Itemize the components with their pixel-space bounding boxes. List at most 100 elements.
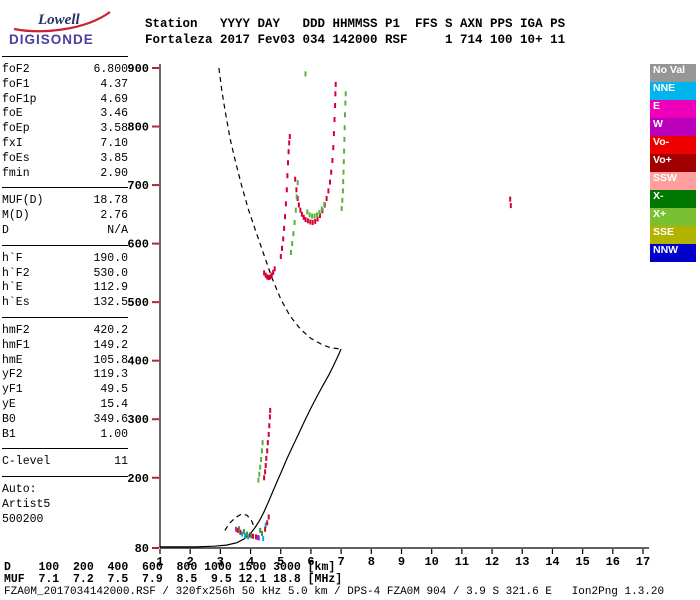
param-value: 11 — [114, 455, 128, 469]
param-value: 6.800 — [93, 63, 128, 76]
param-row: foF2 6.800 — [2, 63, 128, 78]
x-tick-label: 8 — [368, 555, 375, 568]
param-label: hmF1 — [2, 338, 30, 352]
logo-digisonde-text: DIGISONDE — [9, 32, 94, 47]
param-label: B0 — [2, 412, 16, 426]
param-row: Auto: — [2, 483, 128, 498]
param-row: yF1 49.5 — [2, 383, 128, 398]
echo-series-F2-extraordinary-echo — [290, 71, 347, 255]
param-label: foF1 — [2, 77, 30, 91]
param-value: 2.76 — [100, 209, 128, 223]
param-value: 49.5 — [100, 383, 128, 397]
x-tick-label: 1 — [156, 555, 163, 568]
param-label: D — [2, 223, 9, 237]
param-row: hmF2 420.2 — [2, 324, 128, 339]
separator-line — [2, 316, 128, 318]
param-row: yE 15.4 — [2, 398, 128, 413]
separator-line — [2, 244, 128, 246]
x-tick-label: 15 — [575, 555, 589, 568]
separator-line — [2, 56, 128, 57]
param-value: 149.2 — [93, 338, 128, 352]
y-tick-label: 700 — [127, 179, 149, 193]
echo-series-Es-NNE-echo — [241, 522, 267, 542]
profile-true-height-profile — [160, 348, 342, 548]
param-label: MUF(D) — [2, 194, 44, 208]
separator-line — [2, 187, 128, 189]
echo-series-isolated-echo — [509, 196, 512, 209]
param-value: 190.0 — [93, 251, 128, 265]
echo-series-F1-extraordinary-echo — [257, 440, 264, 483]
x-tick-label: 11 — [455, 555, 469, 568]
profile-extrapolated-topside — [218, 67, 342, 350]
param-value: 105.8 — [93, 353, 128, 367]
legend-item-vo-: Vo- — [650, 136, 696, 154]
param-row: foEp 3.58 — [2, 122, 128, 137]
param-row: yF2 119.3 — [2, 368, 128, 383]
header-line-2: Fortaleza 2017 Fev03 034 142000 RSF 1 71… — [145, 33, 566, 47]
profile-lines — [160, 67, 342, 548]
legend-item-sse: SSE — [650, 226, 696, 244]
param-value: 112.9 — [93, 281, 128, 295]
param-label: hmE — [2, 353, 23, 367]
echo-series-F2-ordinary-echo — [263, 81, 337, 281]
param-row: C-level 11 — [2, 455, 128, 470]
param-value: 3.58 — [100, 122, 128, 136]
param-label: C-level — [2, 455, 51, 469]
param-row: B0 349.6 — [2, 413, 128, 428]
param-row: hmF1 149.2 — [2, 339, 128, 354]
x-tick-label: 16 — [606, 555, 620, 568]
param-value: N/A — [107, 223, 128, 237]
x-tick-label: 13 — [515, 555, 529, 568]
param-row: h`F2 530.0 — [2, 267, 128, 282]
x-tick-label: 2 — [187, 555, 194, 568]
param-label: foE — [2, 107, 23, 121]
param-row: M(D) 2.76 — [2, 209, 128, 224]
param-label: Artist5 — [2, 497, 51, 511]
param-label: yE — [2, 397, 16, 411]
param-value: 15.4 — [100, 397, 128, 411]
logo-lowell-text: Lowell — [37, 12, 80, 28]
echo-series-Es-extraordinary-echo — [238, 526, 263, 539]
param-value: 3.46 — [100, 107, 128, 121]
param-label: h`F2 — [2, 266, 30, 280]
echo-series-Es-ordinary-echo — [236, 514, 270, 540]
param-row: hmE 105.8 — [2, 354, 128, 369]
param-value: 3.85 — [100, 151, 128, 165]
legend-item-no-val: No Val — [650, 64, 696, 82]
param-label: M(D) — [2, 209, 30, 223]
x-tick-label: 14 — [545, 555, 559, 568]
param-value: 119.3 — [93, 368, 128, 382]
x-tick-label: 4 — [247, 555, 254, 568]
x-tick-label: 6 — [307, 555, 314, 568]
param-row: D N/A — [2, 224, 128, 239]
param-label: foEs — [2, 151, 30, 165]
digisonde-logo: Lowell DIGISONDE — [6, 4, 126, 50]
param-row: foEs 3.85 — [2, 152, 128, 167]
legend-item-e: E — [650, 100, 696, 118]
header-line-1: Station YYYY DAY DDD HHMMSS P1 FFS S AXN… — [145, 17, 566, 31]
param-label: B1 — [2, 427, 16, 441]
legend-item-nnw: NNW — [650, 244, 696, 262]
y-tick-label: 900 — [127, 62, 149, 76]
param-value: 4.69 — [100, 92, 128, 106]
muf-row: MUF 7.1 7.2 7.5 7.9 8.5 9.5 12.1 18.8 [M… — [4, 573, 343, 586]
y-tick-label: 600 — [127, 238, 149, 252]
param-label: foEp — [2, 122, 30, 136]
param-value: 18.78 — [93, 194, 128, 208]
param-row: foF1 4.37 — [2, 78, 128, 93]
legend-item-ssw: SSW — [650, 172, 696, 190]
digisonde-logo-graphic: Lowell DIGISONDE — [9, 11, 111, 47]
header: Station YYYY DAY DDD HHMMSS P1 FFS S AXN… — [145, 16, 565, 48]
param-row: Artist5 — [2, 498, 128, 513]
x-tick-label: 10 — [424, 555, 438, 568]
y-tick-label: 300 — [127, 413, 149, 427]
y-tick-label: 400 — [127, 355, 149, 369]
param-value: 349.6 — [93, 412, 128, 426]
param-label: fmin — [2, 166, 30, 180]
param-row: h`F 190.0 — [2, 252, 128, 267]
legend-item-x-: X- — [650, 190, 696, 208]
legend-item-x+: X+ — [650, 208, 696, 226]
separator-line — [2, 448, 128, 450]
